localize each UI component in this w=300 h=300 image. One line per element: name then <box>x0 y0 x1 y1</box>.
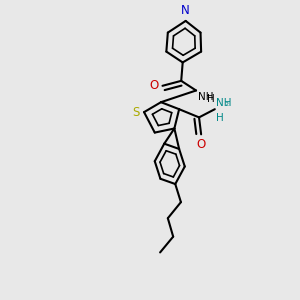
Text: NH: NH <box>216 98 232 108</box>
Text: ₂: ₂ <box>224 98 228 108</box>
Text: S: S <box>133 106 140 118</box>
Text: O: O <box>196 138 206 151</box>
Text: H: H <box>207 94 215 104</box>
Text: H: H <box>216 113 224 123</box>
Text: NH: NH <box>198 92 213 102</box>
Text: O: O <box>150 79 159 92</box>
Text: N: N <box>181 4 190 16</box>
